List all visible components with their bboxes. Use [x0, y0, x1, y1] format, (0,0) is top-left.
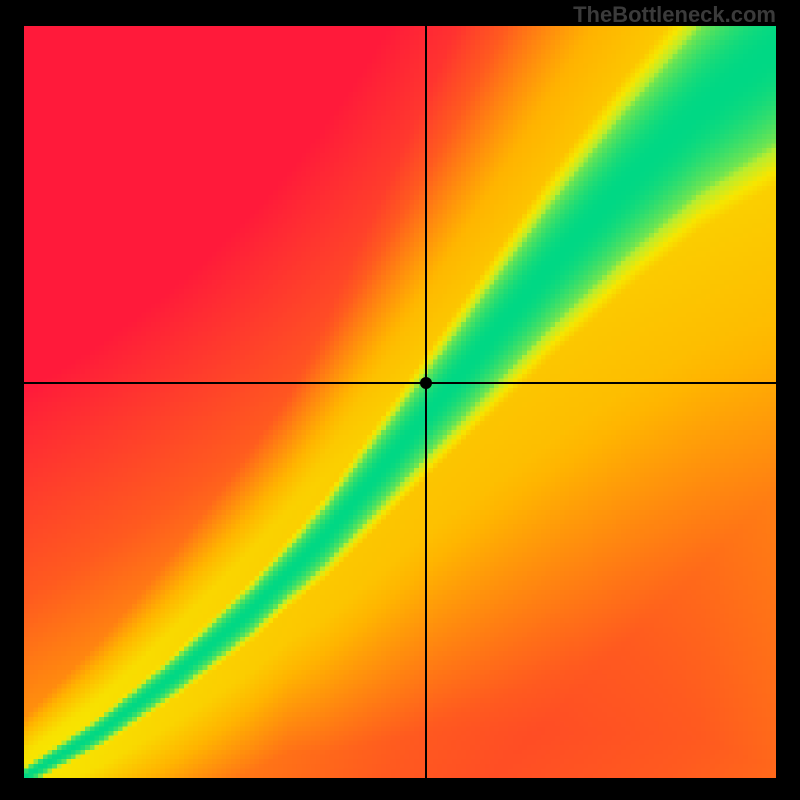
- crosshair-horizontal: [24, 382, 776, 384]
- watermark-text: TheBottleneck.com: [573, 2, 776, 28]
- bottleneck-heatmap: [24, 26, 776, 778]
- crosshair-vertical: [425, 26, 427, 778]
